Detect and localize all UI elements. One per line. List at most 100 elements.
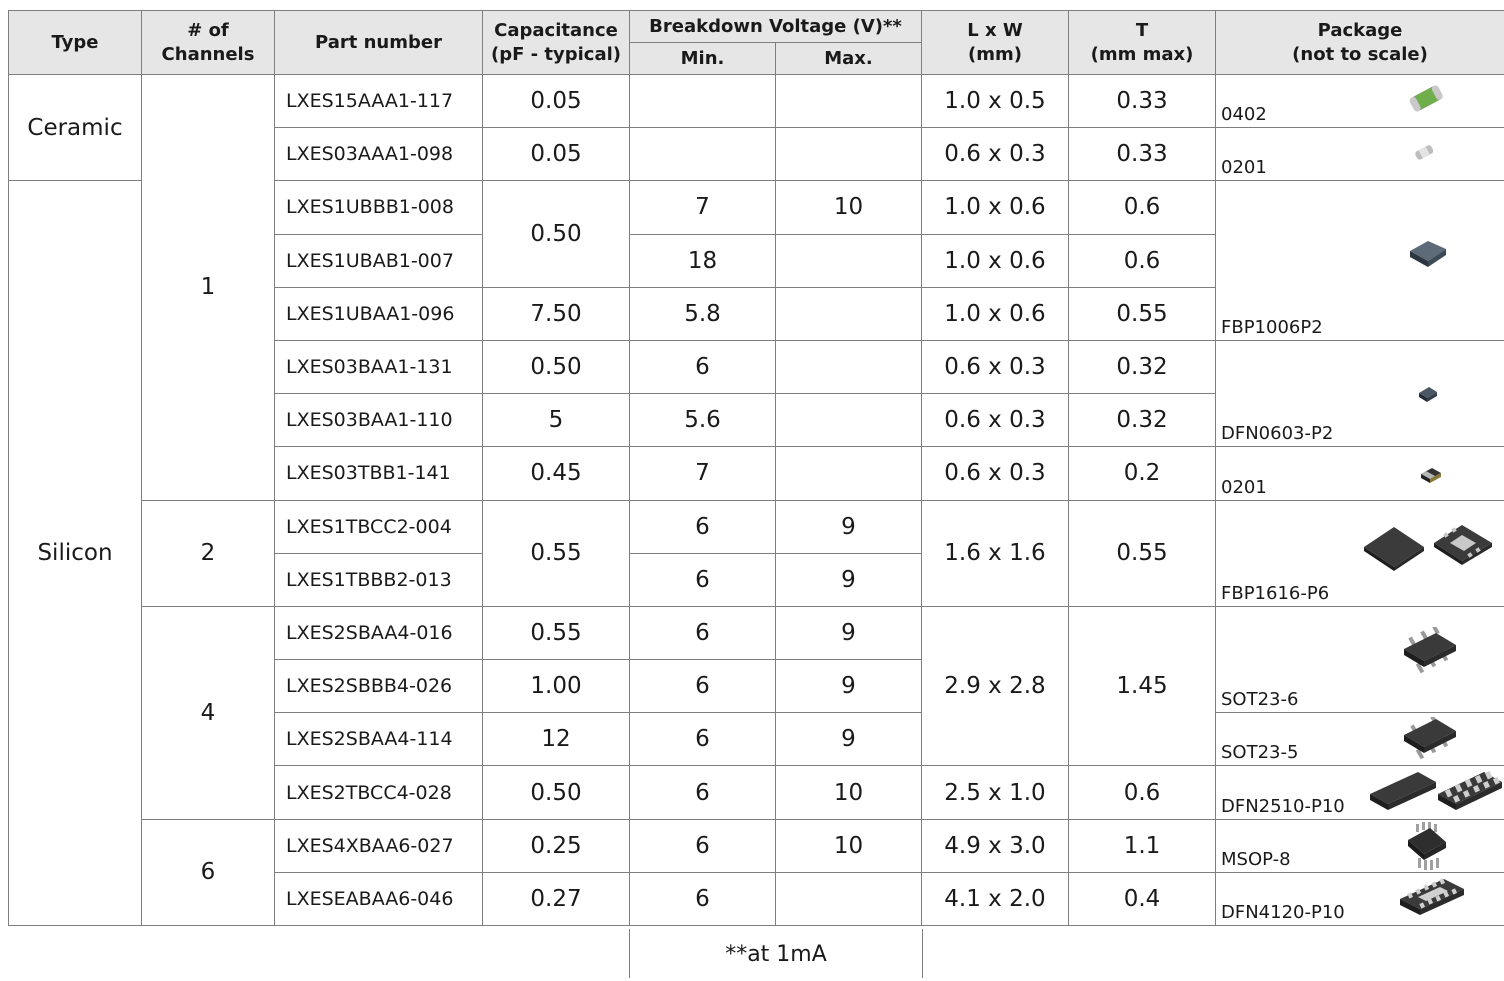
- package-dfn4120p10-image: [1396, 875, 1468, 917]
- package-label: MSOP-8: [1216, 849, 1504, 872]
- header-package: Package(not to scale): [1216, 11, 1504, 75]
- channels-cell: 1: [142, 75, 275, 501]
- lxw-cell: 1.0 x 0.5: [922, 75, 1069, 128]
- package-label: FBP1006P2: [1216, 317, 1504, 340]
- lxw-cell: 2.9 x 2.8: [922, 606, 1069, 766]
- bv-max-cell: [776, 447, 922, 500]
- lxw-cell: 4.9 x 3.0: [922, 819, 1069, 872]
- bv-max-cell: 10: [776, 181, 922, 234]
- thickness-cell: 0.33: [1069, 75, 1216, 128]
- thickness-cell: 0.6: [1069, 234, 1216, 287]
- table-row: 2 LXES1TBCC2-004 0.55 6 9 1.6 x 1.6 0.55: [9, 500, 1504, 553]
- table-row: 6 LXES4XBAA6-027 0.25 6 10 4.9 x 3.0 1.1…: [9, 819, 1504, 872]
- lxw-cell: 0.6 x 0.3: [922, 340, 1069, 393]
- part-number-cell: LXES2SBBB4-026: [275, 660, 483, 713]
- package-0201-image: [1412, 142, 1436, 162]
- header-type: Type: [9, 11, 142, 75]
- package-label: 0402: [1216, 104, 1504, 127]
- bv-min-cell: 6: [630, 606, 776, 659]
- package-cell: 0402: [1216, 75, 1504, 128]
- thickness-cell: 0.6: [1069, 181, 1216, 234]
- package-label: SOT23-6: [1216, 689, 1504, 712]
- bv-min-cell: 6: [630, 340, 776, 393]
- capacitance-cell: 0.55: [483, 606, 630, 659]
- package-label: SOT23-5: [1216, 742, 1504, 765]
- bv-max-cell: 10: [776, 766, 922, 819]
- part-number-cell: LXES03TBB1-141: [275, 447, 483, 500]
- part-number-cell: LXES1TBBB2-013: [275, 553, 483, 606]
- package-label: 0201: [1216, 477, 1504, 500]
- package-dfn0603p2-image: [1416, 383, 1440, 405]
- package-cell: FBP1616-P6: [1216, 500, 1504, 606]
- capacitance-cell: 0.45: [483, 447, 630, 500]
- footnote: **at 1mA: [629, 929, 923, 978]
- bv-max-cell: [776, 340, 922, 393]
- bv-max-cell: 9: [776, 500, 922, 553]
- capacitance-cell: 12: [483, 713, 630, 766]
- capacitance-cell: 0.27: [483, 872, 630, 925]
- lxw-cell: 2.5 x 1.0: [922, 766, 1069, 819]
- capacitance-cell: 0.05: [483, 128, 630, 181]
- package-sot23-6-image: [1398, 627, 1460, 679]
- thickness-cell: 0.55: [1069, 500, 1216, 606]
- package-cell: DFN0603-P2: [1216, 340, 1504, 446]
- thickness-cell: 0.55: [1069, 287, 1216, 340]
- header-bv-min: Min.: [630, 43, 776, 75]
- package-msop8-image: [1402, 822, 1452, 870]
- header-thickness: T(mm max): [1069, 11, 1216, 75]
- header-lxw: L x W(mm): [922, 11, 1069, 75]
- header-capacitance: Capacitance(pF - typical): [483, 11, 630, 75]
- part-number-cell: LXES03AAA1-098: [275, 128, 483, 181]
- package-label: DFN0603-P2: [1216, 423, 1504, 446]
- part-number-cell: LXES1UBAA1-096: [275, 287, 483, 340]
- bv-max-cell: [776, 394, 922, 447]
- type-cell: Silicon: [9, 181, 142, 926]
- bv-min-cell: 6: [630, 500, 776, 553]
- channels-cell: 6: [142, 819, 275, 925]
- header-breakdown-voltage: Breakdown Voltage (V)**: [630, 11, 922, 43]
- bv-min-cell: [630, 128, 776, 181]
- bv-max-cell: [776, 128, 922, 181]
- bv-min-cell: 5.6: [630, 394, 776, 447]
- table-row: 4 LXES2SBAA4-016 0.55 6 9 2.9 x 2.8 1.45: [9, 606, 1504, 659]
- channels-cell: 4: [142, 606, 275, 819]
- thickness-cell: 1.1: [1069, 819, 1216, 872]
- package-label: FBP1616-P6: [1216, 583, 1504, 606]
- part-number-cell: LXES1TBCC2-004: [275, 500, 483, 553]
- package-fbp1006p2-image: [1406, 235, 1450, 271]
- capacitance-cell: 0.50: [483, 340, 630, 393]
- header-part-number: Part number: [275, 11, 483, 75]
- thickness-cell: 0.32: [1069, 394, 1216, 447]
- capacitance-cell: 0.55: [483, 500, 630, 606]
- bv-min-cell: 5.8: [630, 287, 776, 340]
- thickness-cell: 1.45: [1069, 606, 1216, 766]
- part-number-cell: LXES1UBAB1-007: [275, 234, 483, 287]
- bv-max-cell: 10: [776, 819, 922, 872]
- package-cell: FBP1006P2: [1216, 181, 1504, 341]
- lxw-cell: 4.1 x 2.0: [922, 872, 1069, 925]
- part-number-cell: LXES4XBAA6-027: [275, 819, 483, 872]
- bv-min-cell: 6: [630, 766, 776, 819]
- package-cell: SOT23-5: [1216, 713, 1504, 766]
- lxw-cell: 0.6 x 0.3: [922, 394, 1069, 447]
- part-number-cell: LXES03BAA1-131: [275, 340, 483, 393]
- part-number-cell: LXES2TBCC4-028: [275, 766, 483, 819]
- bv-max-cell: 9: [776, 713, 922, 766]
- lxw-cell: 1.0 x 0.6: [922, 287, 1069, 340]
- thickness-cell: 0.4: [1069, 872, 1216, 925]
- bv-min-cell: 6: [630, 819, 776, 872]
- capacitance-cell: 0.05: [483, 75, 630, 128]
- lxw-cell: 1.6 x 1.6: [922, 500, 1069, 606]
- package-cell: 0201: [1216, 128, 1504, 181]
- lxw-cell: 0.6 x 0.3: [922, 128, 1069, 181]
- bv-min-cell: [630, 75, 776, 128]
- package-cell: DFN4120-P10: [1216, 872, 1504, 925]
- package-fbp1616p6-image: [1358, 517, 1498, 577]
- part-number-cell: LXES03BAA1-110: [275, 394, 483, 447]
- package-0201-chip-image: [1418, 465, 1444, 487]
- bv-min-cell: 18: [630, 234, 776, 287]
- bv-min-cell: 7: [630, 447, 776, 500]
- capacitance-cell: 0.50: [483, 766, 630, 819]
